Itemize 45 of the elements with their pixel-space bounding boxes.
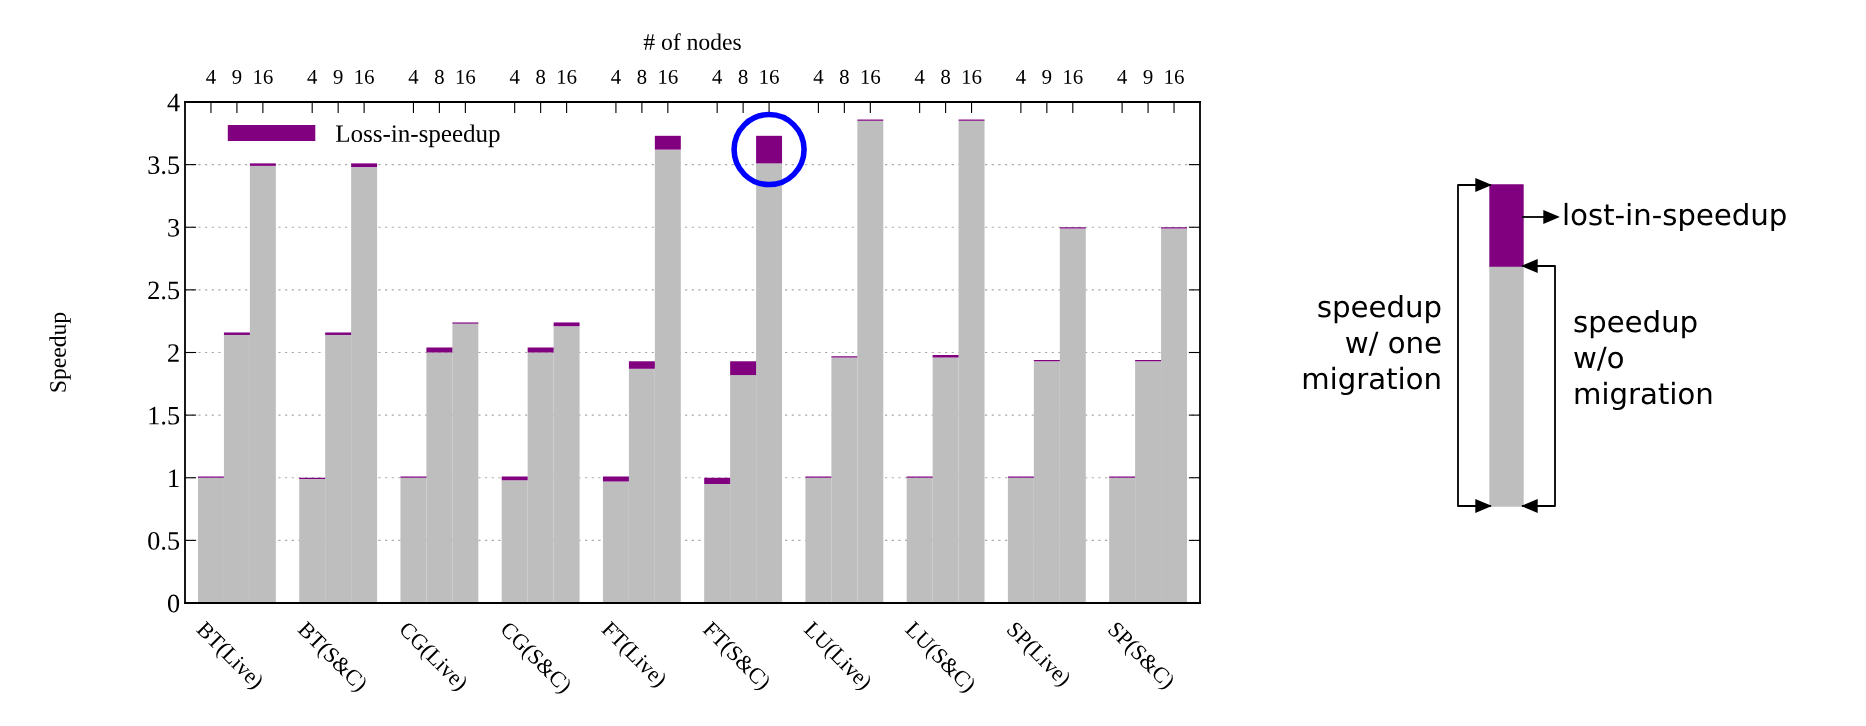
x-tick-label: 16 xyxy=(861,69,881,84)
x-tick-label: 16 xyxy=(254,69,273,84)
y-tick-label: 3.5 xyxy=(148,156,180,175)
x-tick-label: 16 xyxy=(1064,69,1083,84)
y-axis-title: Speedup xyxy=(49,312,71,392)
x-tick-label: 4 xyxy=(206,69,216,84)
text: speedup w/o migration xyxy=(1574,309,1712,411)
x-tick-label: 8 xyxy=(941,69,951,84)
y-tick-label: 0 xyxy=(167,594,180,613)
x-tick-label: 4 xyxy=(509,69,520,84)
x-tick-label: 9 xyxy=(1143,69,1153,84)
x-tick-label: 16 xyxy=(355,69,374,84)
x-tick-label: 4 xyxy=(307,69,318,84)
text: speedup w/ one migration xyxy=(1303,294,1441,396)
y-tick-label: 0.5 xyxy=(148,531,180,550)
legend-label: Loss-in-speedup xyxy=(336,124,500,148)
text: lost-in-speedup xyxy=(1564,202,1786,232)
x-tick-label: 16 xyxy=(558,69,577,84)
x-tick-label: 4 xyxy=(712,69,723,84)
x-tick-label: 8 xyxy=(839,69,849,84)
x-tick-label: 4 xyxy=(813,69,824,84)
x-tick-label: 4 xyxy=(611,69,621,84)
x-tick-label: 8 xyxy=(536,69,546,84)
y-tick-label: 1 xyxy=(169,469,179,487)
x-tick-label: 4 xyxy=(914,69,925,84)
x-tick-label: 4 xyxy=(1117,69,1128,84)
y-tick-label: 2 xyxy=(168,344,179,362)
x-tick-label: 9 xyxy=(333,69,343,84)
x-tick-label: 8 xyxy=(738,69,748,84)
x-tick-label: 16 xyxy=(1165,69,1184,84)
y-tick-label: 1.5 xyxy=(149,406,180,425)
x-tick-label: 16 xyxy=(659,69,678,84)
y-tick-label: 2.5 xyxy=(148,281,180,300)
x-tick-label: 16 xyxy=(760,69,779,84)
x-tick-label: 9 xyxy=(1042,69,1052,84)
y-tick-label: 4 xyxy=(167,93,180,112)
x-tick-label: 8 xyxy=(637,69,647,84)
x-tick-label: 4 xyxy=(408,69,419,84)
x-tick-label: 9 xyxy=(232,69,242,84)
x-tick-label: 8 xyxy=(434,69,444,84)
y-tick-label: 3 xyxy=(168,218,180,237)
x-tick-label: 4 xyxy=(1016,69,1026,84)
x-tick-label: 16 xyxy=(962,69,982,84)
x-axis-title: # of nodes xyxy=(643,33,741,51)
x-tick-label: 16 xyxy=(456,69,476,84)
